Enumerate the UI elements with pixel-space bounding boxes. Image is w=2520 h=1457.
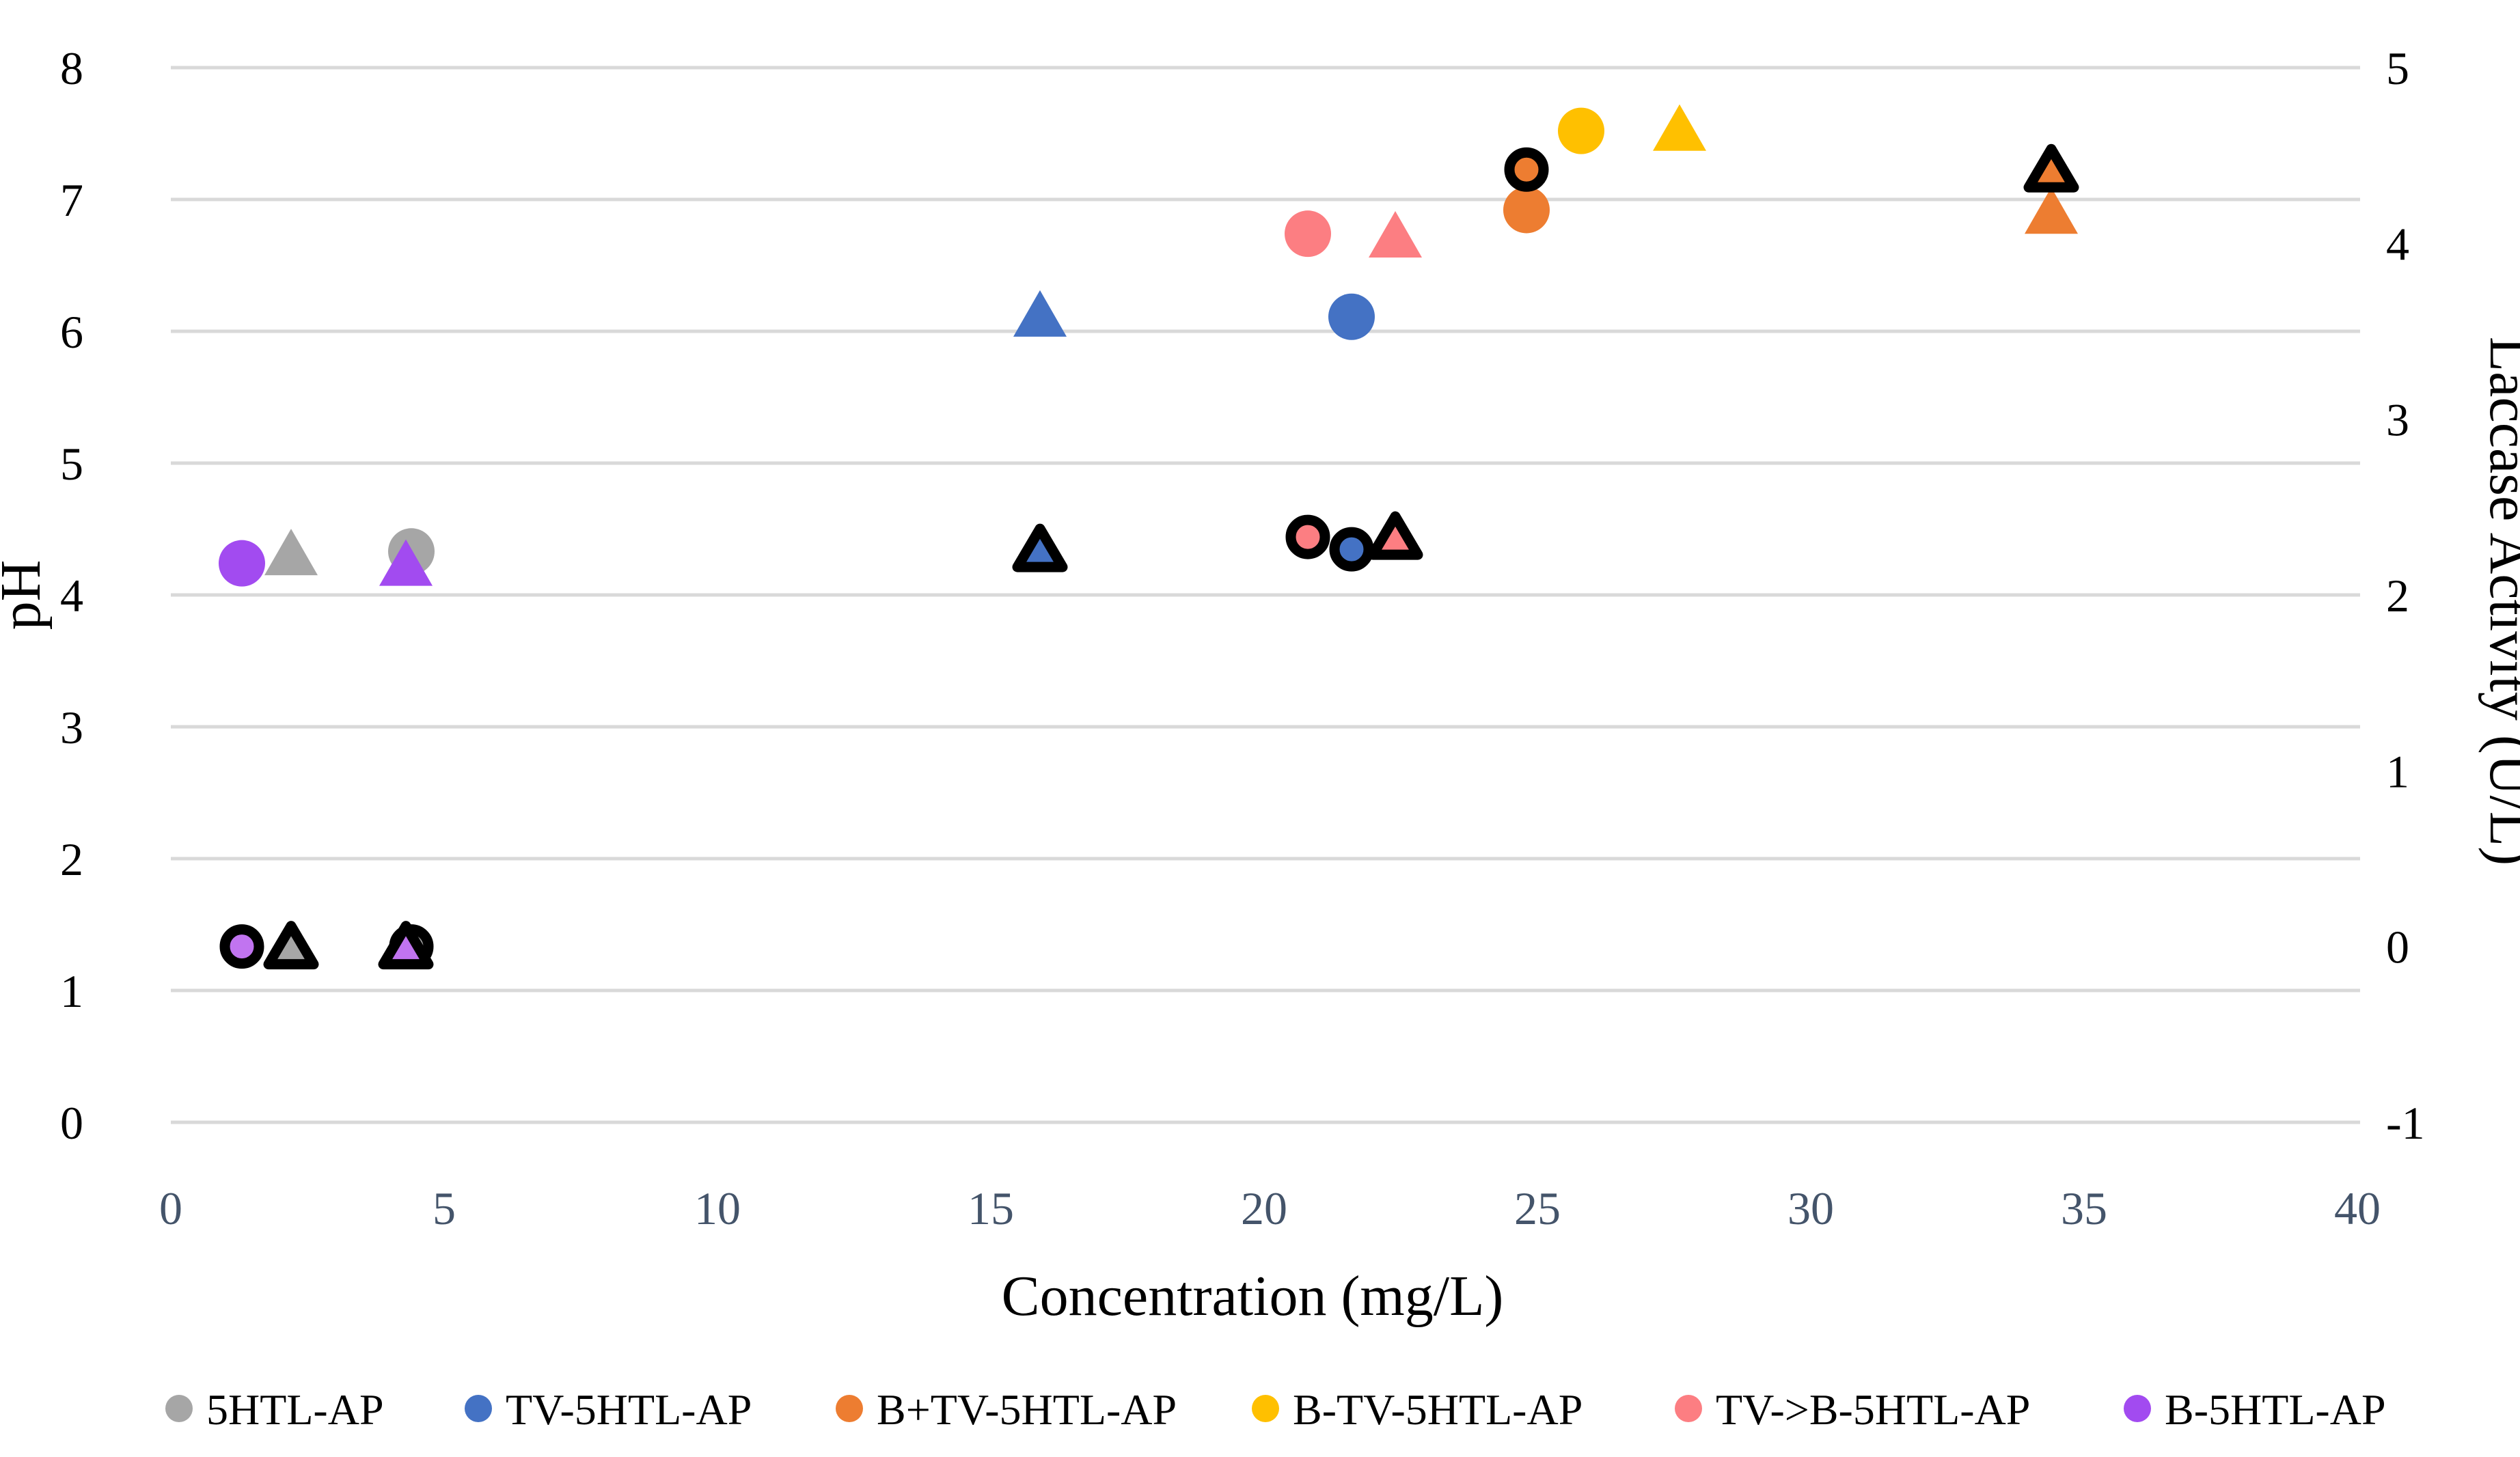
marker-ph-triangle-5htl-ap xyxy=(264,529,318,576)
x-axis-tick-labels: 0 5 10 15 20 25 30 35 40 xyxy=(159,1182,2381,1234)
legend-label-tv-5htl-ap: TV-5HTL-AP xyxy=(506,1385,752,1434)
legend-marker-b-5htl-ap xyxy=(2124,1395,2151,1422)
right-axis-tick-label: 3 xyxy=(2386,394,2409,446)
marker-laccase-circle-b-tv-5htl-ap xyxy=(1504,147,1549,192)
marker-ph-circle-b-tv-5htl-ap xyxy=(1558,107,1604,154)
x-axis-tick-label: 35 xyxy=(2061,1182,2107,1234)
marker-ph-circle-b-5htl-ap xyxy=(219,540,265,587)
legend-marker-b-tv-5htl-ap xyxy=(836,1395,863,1422)
right-axis-tick-labels: 5 4 3 2 1 0 -1 xyxy=(2386,42,2425,1149)
legend-label-tv-b-5htl-ap: TV->B-5HTL-AP xyxy=(1716,1385,2030,1434)
right-axis-tick-label: 1 xyxy=(2386,745,2409,797)
marker-laccase-circle-tv-b-5htl-ap xyxy=(1285,514,1330,559)
marker-ph-circle-tv-5htl-ap xyxy=(1328,293,1375,340)
x-axis-tick-label: 5 xyxy=(433,1182,456,1234)
legend: 5HTL-AP TV-5HTL-AP B+TV-5HTL-AP B-TV-5HTL-A… xyxy=(165,1385,2386,1434)
right-axis-tick-label: 4 xyxy=(2386,218,2409,270)
marker-ph-triangle-tv-b-5htl-ap xyxy=(1369,211,1422,258)
legend-item-b-tv-5htl-ap: B+TV-5HTL-AP xyxy=(836,1385,1177,1434)
right-axis-tick-label: 0 xyxy=(2386,921,2409,973)
legend-item-tv-b-5htl-ap: TV->B-5HTL-AP xyxy=(1675,1385,2030,1434)
data-markers xyxy=(219,104,2079,970)
left-axis-tick-label: 0 xyxy=(60,1097,83,1149)
marker-ph-triangle-b-tv-5htl-ap xyxy=(1653,104,1706,151)
legend-label-5htl-ap: 5HTL-AP xyxy=(206,1385,384,1434)
left-axis-tick-label: 1 xyxy=(60,965,83,1017)
marker-laccase-circle-b-5htl-ap xyxy=(219,924,264,969)
right-axis-tick-label: -1 xyxy=(2386,1097,2425,1149)
legend-marker-5htl-ap xyxy=(165,1395,193,1422)
gridlines xyxy=(171,66,2360,1124)
marker-laccase-circle-tv-5htl-ap xyxy=(1329,527,1374,572)
marker-ph-circle-b-tv-5htl-ap xyxy=(1503,186,1550,234)
left-axis-tick-label: 8 xyxy=(60,42,83,94)
legend-label-b-5htl-ap: B-5HTL-AP xyxy=(2165,1385,2386,1434)
legend-item-tv-5htl-ap: TV-5HTL-AP xyxy=(465,1385,752,1434)
right-axis-tick-label: 2 xyxy=(2386,570,2409,622)
x-axis-title: Concentration (mg/L) xyxy=(1002,1264,1504,1328)
marker-laccase-triangle-tv-5htl-ap xyxy=(1012,523,1068,572)
right-axis-title: Laccase Activity (U/L) xyxy=(2478,337,2520,865)
x-axis-tick-label: 40 xyxy=(2334,1182,2381,1234)
left-axis-tick-label: 5 xyxy=(60,438,83,490)
left-axis-title: pH xyxy=(0,560,53,630)
legend-label-b-tv-5htl-ap: B-TV-5HTL-AP xyxy=(1293,1385,1583,1434)
left-axis-tick-label: 3 xyxy=(60,702,83,753)
legend-item-b-5htl-ap: B-5HTL-AP xyxy=(2124,1385,2386,1434)
marker-laccase-triangle-tv-b-5htl-ap xyxy=(1367,511,1423,560)
legend-item-5htl-ap: 5HTL-AP xyxy=(165,1385,384,1434)
marker-laccase-triangle-b-5htl-ap xyxy=(378,921,434,970)
marker-ph-triangle-tv-5htl-ap xyxy=(1013,290,1067,337)
marker-laccase-triangle-5htl-ap xyxy=(263,921,319,970)
left-axis-tick-label: 6 xyxy=(60,306,83,358)
left-axis-tick-label: 4 xyxy=(60,570,83,622)
legend-marker-b-tv-5htl-ap xyxy=(1252,1395,1279,1422)
marker-ph-circle-tv-b-5htl-ap xyxy=(1285,210,1331,258)
x-axis-tick-label: 0 xyxy=(159,1182,182,1234)
x-axis-tick-label: 15 xyxy=(968,1182,1014,1234)
marker-ph-triangle-b-tv-5htl-ap xyxy=(2025,187,2078,234)
x-axis-tick-label: 30 xyxy=(1788,1182,1834,1234)
legend-label-b-tv-5htl-ap: B+TV-5HTL-AP xyxy=(877,1385,1177,1434)
x-axis-tick-label: 25 xyxy=(1514,1182,1561,1234)
x-axis-tick-label: 20 xyxy=(1241,1182,1287,1234)
left-axis-tick-label: 7 xyxy=(60,174,83,226)
marker-ph-triangle-b-5htl-ap xyxy=(379,539,433,586)
marker-laccase-triangle-b-tv-5htl-ap xyxy=(2023,143,2079,193)
legend-marker-tv-5htl-ap xyxy=(465,1395,492,1422)
legend-marker-tv-b-5htl-ap xyxy=(1675,1395,1702,1422)
left-axis-tick-label: 2 xyxy=(60,833,83,885)
right-axis-tick-label: 5 xyxy=(2386,42,2409,94)
left-axis-tick-labels: 0 1 2 3 4 5 6 7 8 xyxy=(60,42,83,1149)
legend-item-b-tv-5htl-ap: B-TV-5HTL-AP xyxy=(1252,1385,1583,1434)
x-axis-tick-label: 10 xyxy=(694,1182,741,1234)
